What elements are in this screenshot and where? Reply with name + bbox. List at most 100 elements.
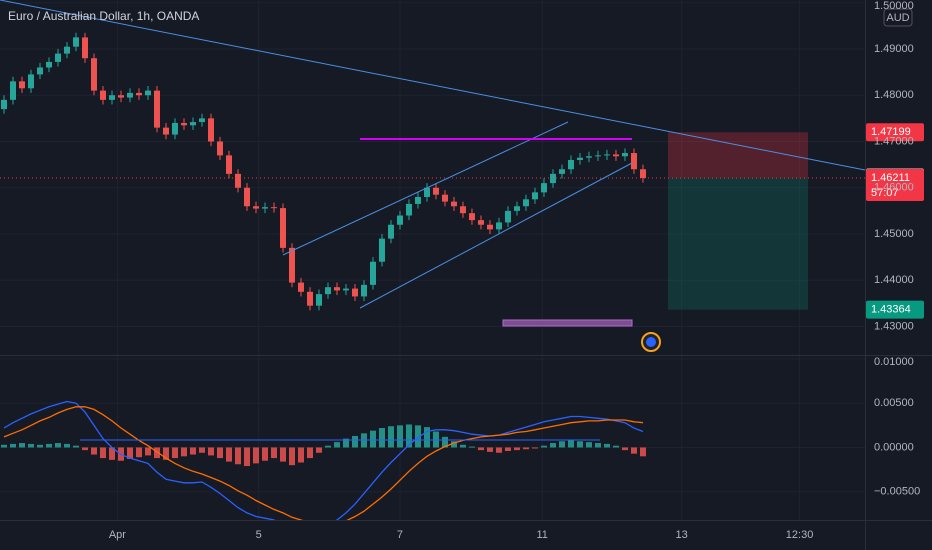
histogram-bar — [486, 447, 493, 452]
candle-body — [252, 206, 259, 209]
histogram-bar — [324, 445, 331, 448]
candle-body — [288, 247, 295, 283]
trend-line — [0, 0, 865, 171]
histogram-bar — [369, 430, 376, 448]
target-zone — [668, 177, 808, 310]
histogram-bar — [441, 436, 448, 448]
candle-body — [441, 194, 448, 202]
price-tag-label: 1.46211 — [871, 172, 910, 184]
histogram-bar — [549, 443, 556, 448]
histogram-bar — [603, 443, 610, 448]
candle-body — [594, 155, 601, 157]
y-tick-label: −0.00500 — [874, 486, 920, 498]
candle-body — [423, 187, 430, 197]
candle-body — [315, 294, 322, 306]
histogram-bar — [621, 447, 628, 451]
candle-body — [612, 154, 619, 157]
candle-body — [198, 118, 205, 123]
histogram-bar — [477, 447, 484, 451]
histogram-bar — [72, 445, 79, 448]
y-tick-label: 0.00500 — [874, 397, 914, 409]
histogram-bar — [639, 447, 646, 457]
candle-body — [243, 187, 250, 207]
price-tag — [866, 123, 924, 142]
histogram-bar — [522, 447, 529, 450]
candle-body — [468, 213, 475, 221]
candle-body — [540, 183, 547, 193]
y-tick-label: 1.46000 — [874, 182, 914, 194]
y-tick-label: 1.50000 — [874, 0, 914, 12]
channel-lower — [359, 162, 633, 309]
candle-body — [396, 215, 403, 225]
x-tick-label: Apr — [109, 529, 126, 541]
candle-body — [36, 67, 43, 75]
candle-body — [216, 141, 223, 156]
x-tick-label: 13 — [676, 529, 688, 541]
candle-body — [261, 207, 268, 209]
histogram-bar — [9, 443, 16, 448]
candle-body — [207, 118, 214, 142]
candle-body — [504, 210, 511, 223]
price-tag — [866, 168, 924, 201]
x-tick-label: 5 — [256, 529, 262, 541]
candle-body — [180, 122, 187, 126]
histogram-bar — [612, 445, 619, 448]
x-tick-label: 7 — [397, 529, 403, 541]
candle-body — [621, 153, 628, 157]
histogram-bar — [423, 427, 430, 448]
channel-upper — [282, 121, 569, 256]
candle-body — [153, 90, 160, 128]
histogram-bar — [63, 443, 70, 448]
candle-body — [513, 206, 520, 211]
currency-box[interactable] — [883, 8, 913, 27]
y-tick-label: 1.44000 — [874, 274, 914, 286]
candle-body — [333, 287, 340, 291]
histogram-bar — [270, 447, 277, 459]
histogram-bar — [252, 447, 259, 464]
candle-body — [459, 206, 466, 214]
price-pane — [0, 32, 865, 311]
candle-body — [522, 199, 529, 207]
candle-body — [135, 92, 142, 96]
histogram-bar — [396, 425, 403, 448]
histogram-bar — [315, 447, 322, 453]
candle-body — [234, 173, 241, 188]
histogram-bar — [297, 447, 304, 463]
histogram-bar — [333, 442, 340, 448]
histogram-bar — [198, 447, 205, 453]
histogram-bar — [108, 447, 115, 460]
x-tick-label: 11 — [536, 529, 547, 541]
candle-body — [477, 220, 484, 225]
histogram-bar — [306, 447, 313, 459]
histogram-bar — [459, 444, 466, 448]
histogram-bar — [54, 443, 61, 448]
candle-body — [63, 46, 70, 54]
histogram-bar — [342, 438, 349, 448]
histogram-bar — [513, 447, 520, 451]
candle-body — [18, 81, 25, 89]
chart-title: Euro / Australian Dollar, 1h, OANDA — [8, 9, 199, 23]
histogram-bar — [567, 440, 574, 448]
histogram-bar — [630, 447, 637, 454]
histogram-bar — [207, 447, 214, 456]
price-tag-label: 1.43364 — [871, 304, 911, 316]
candle-body — [171, 122, 178, 135]
candle-body — [0, 99, 7, 110]
countdown: 57:07 — [871, 187, 899, 199]
histogram-bar — [558, 441, 565, 448]
histogram-bar — [171, 447, 178, 459]
candle-body — [360, 284, 367, 297]
histogram-bar — [45, 443, 52, 448]
histogram-bar — [18, 443, 25, 448]
candle-body — [45, 61, 52, 68]
histogram-bar — [243, 447, 250, 467]
histogram-bar — [216, 447, 223, 459]
histogram-bar — [81, 447, 88, 451]
histogram-bar — [0, 444, 7, 448]
histogram-bar — [180, 447, 187, 457]
candle-body — [72, 37, 79, 47]
candle-body — [162, 127, 169, 135]
x-tick-label: 12:30 — [786, 529, 814, 541]
candle-body — [27, 74, 34, 89]
